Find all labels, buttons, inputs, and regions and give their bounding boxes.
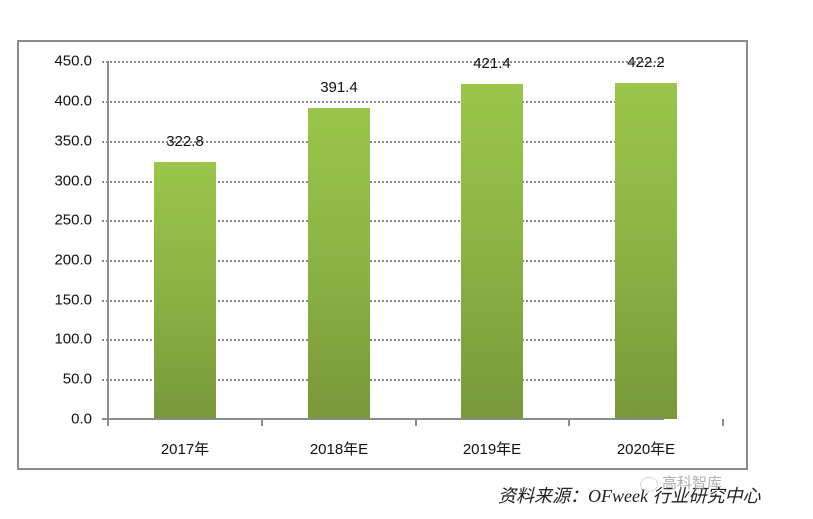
wechat-icon: [640, 476, 658, 492]
x-tick: [722, 419, 724, 426]
watermark-text: 高科智库: [662, 475, 723, 492]
gridline: [102, 181, 664, 183]
x-tick: [107, 419, 109, 426]
gridline: [102, 141, 664, 143]
data-label: 322.8: [166, 133, 204, 150]
gridline: [102, 300, 664, 302]
y-tick-label: 300.0: [54, 172, 92, 190]
x-category-label: 2018年E: [309, 441, 369, 458]
bar-2020e: [615, 83, 677, 419]
gridline: [102, 61, 664, 63]
x-axis-line: [102, 418, 664, 420]
y-tick-label: 200.0: [54, 251, 92, 269]
y-tick-label: 50.0: [62, 370, 92, 388]
y-tick-label: 450.0: [54, 52, 92, 70]
x-category-label: 2020年E: [616, 441, 676, 458]
y-tick-label: 350.0: [54, 132, 92, 150]
x-category-label: 2019年E: [462, 441, 522, 458]
y-tick-label: 0.0: [71, 410, 92, 428]
data-label: 421.4: [473, 55, 511, 72]
x-category-label: 2017年: [160, 441, 210, 458]
bar-2018e: [308, 108, 370, 419]
source-note: 资料来源：OFweek 行业研究中心: [498, 486, 761, 506]
x-tick: [261, 419, 263, 426]
watermark: 高科智库: [640, 472, 722, 493]
y-axis-line: [107, 61, 109, 425]
bar-2019e: [461, 84, 523, 419]
y-tick-label: 150.0: [54, 291, 92, 309]
gridline: [102, 379, 664, 381]
gridline: [102, 220, 664, 222]
y-tick-label: 250.0: [54, 211, 92, 229]
gridline: [102, 101, 664, 103]
gridline: [102, 339, 664, 341]
data-label: 391.4: [320, 79, 358, 96]
x-tick: [568, 419, 570, 426]
gridline: [102, 260, 664, 262]
y-tick-label: 100.0: [54, 330, 92, 348]
bar-2017: [154, 162, 216, 419]
x-tick: [415, 419, 417, 426]
data-label: 422.2: [627, 54, 665, 71]
y-tick-label: 400.0: [54, 92, 92, 110]
